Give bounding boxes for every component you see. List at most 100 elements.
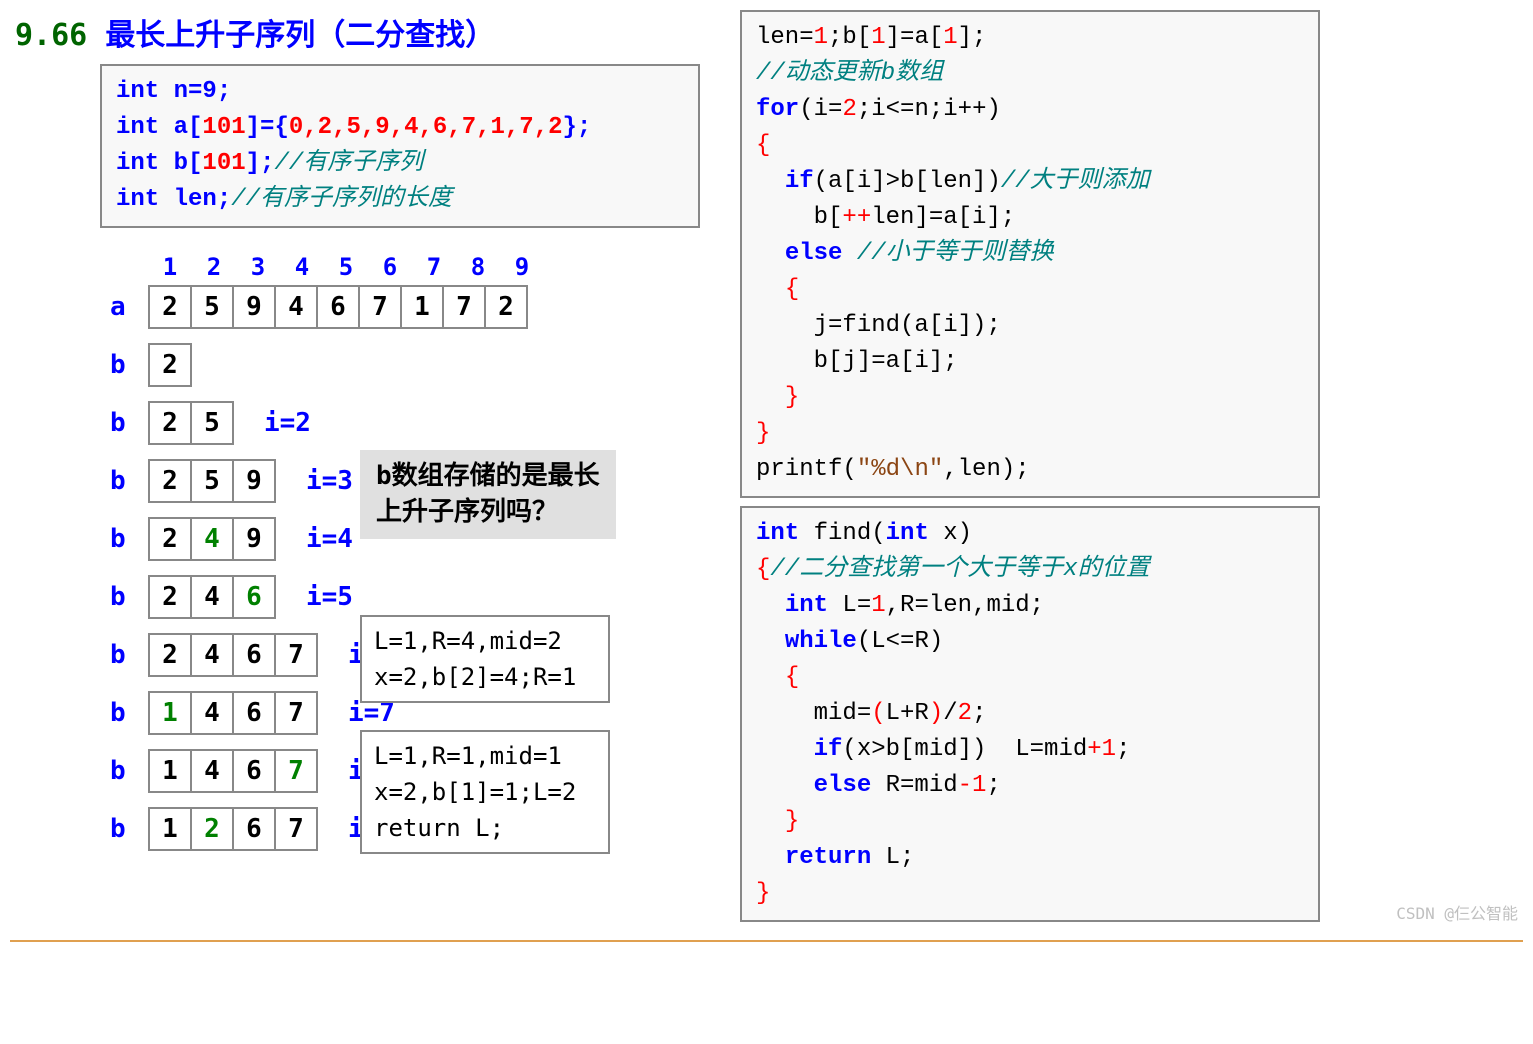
cell: 9 (232, 459, 276, 503)
main-container: 9.66 最长上升子序列（二分查找） int n=9; int a[101]={… (10, 10, 1523, 922)
row-label: b (110, 350, 138, 380)
row-label: b (110, 698, 138, 728)
cell: 6 (232, 633, 276, 677)
code-line: else R=mid-1; (756, 772, 1001, 799)
cell: 7 (442, 285, 486, 329)
col-index: 2 (192, 253, 236, 281)
cell: 2 (148, 517, 192, 561)
code-line: int a[101]={0,2,5,9,4,6,7,1,7,2}; (116, 114, 591, 141)
trace-header: 123456789 (148, 253, 720, 281)
cell: 6 (316, 285, 360, 329)
cells: 259 (148, 459, 276, 503)
cell: 9 (232, 517, 276, 561)
row-label: b (110, 408, 138, 438)
code-line: {//二分查找第一个大于等于x的位置 (756, 556, 1150, 583)
code-line: mid=(L+R)/2; (756, 700, 986, 727)
i-label: i=5 (306, 582, 353, 612)
col-index: 9 (500, 253, 544, 281)
cell: 7 (358, 285, 402, 329)
col-index: 7 (412, 253, 456, 281)
left-column: 9.66 最长上升子序列（二分查找） int n=9; int a[101]={… (10, 10, 720, 922)
trace-row: b2 (110, 343, 720, 387)
cell: 2 (190, 807, 234, 851)
cell: 9 (232, 285, 276, 329)
cell: 2 (148, 343, 192, 387)
cell: 2 (148, 633, 192, 677)
col-index: 8 (456, 253, 500, 281)
cells: 249 (148, 517, 276, 561)
row-label: b (110, 582, 138, 612)
title-number: 9.66 (15, 18, 87, 53)
code-line: if(a[i]>b[len])//大于则添加 (756, 168, 1150, 195)
cell: 5 (190, 285, 234, 329)
declarations-code: int n=9; int a[101]={0,2,5,9,4,6,7,1,7,2… (100, 64, 700, 228)
cell: 2 (484, 285, 528, 329)
code-line: int b[101];//有序子序列 (116, 150, 423, 177)
bottom-rule (10, 940, 1523, 942)
code-line: while(L<=R) (756, 628, 943, 655)
row-label: b (110, 466, 138, 496)
i-label: i=4 (306, 524, 353, 554)
code-line: for(i=2;i<=n;i++) (756, 96, 1001, 123)
trace-row: b246i=5 (110, 575, 720, 619)
code-line: b[j]=a[i]; (756, 348, 958, 375)
cells: 246 (148, 575, 276, 619)
code-line: int len;//有序子序列的长度 (116, 186, 452, 213)
col-index: 3 (236, 253, 280, 281)
cell: 6 (232, 807, 276, 851)
cell: 2 (148, 285, 192, 329)
cell: 5 (190, 459, 234, 503)
cell: 4 (190, 691, 234, 735)
cells: 2467 (148, 633, 318, 677)
main-loop-code: len=1;b[1]=a[1]; //动态更新b数组 for(i=2;i<=n;… (740, 10, 1320, 498)
code-line: j=find(a[i]); (756, 312, 1001, 339)
code-line: int L=1,R=len,mid; (756, 592, 1044, 619)
trace-row: b25i=2 (110, 401, 720, 445)
cells: 259467172 (148, 285, 528, 329)
row-label: b (110, 640, 138, 670)
page-title: 9.66 最长上升子序列（二分查找） (15, 10, 720, 54)
cell: 1 (148, 807, 192, 851)
cell: 1 (148, 691, 192, 735)
cells: 2 (148, 343, 192, 387)
question-note: b数组存储的是最长 上升子序列吗？ (360, 450, 616, 539)
cell: 2 (148, 575, 192, 619)
cell: 7 (274, 749, 318, 793)
cells: 1467 (148, 691, 318, 735)
row-label: a (110, 292, 138, 322)
cell: 7 (274, 633, 318, 677)
cells: 1267 (148, 807, 318, 851)
cell: 2 (148, 459, 192, 503)
col-index: 1 (148, 253, 192, 281)
i-label: i=3 (306, 466, 353, 496)
watermark: CSDN @仨公智能 (1396, 900, 1518, 924)
trace-calc-2: L=1,R=1,mid=1 x=2,b[1]=1;L=2 return L; (360, 730, 610, 854)
cell: 7 (274, 807, 318, 851)
cell: 7 (274, 691, 318, 735)
code-line: printf("%d\n",len); (756, 456, 1030, 483)
cell: 5 (190, 401, 234, 445)
cell: 4 (274, 285, 318, 329)
cell: 6 (232, 691, 276, 735)
cells: 1467 (148, 749, 318, 793)
cell: 4 (190, 575, 234, 619)
code-line: else //小于等于则替换 (756, 240, 1054, 267)
cell: 4 (190, 517, 234, 561)
col-index: 4 (280, 253, 324, 281)
code-line: b[++len]=a[i]; (756, 204, 1015, 231)
cells: 25 (148, 401, 234, 445)
cell: 2 (148, 401, 192, 445)
code-line: if(x>b[mid]) L=mid+1; (756, 736, 1130, 763)
trace-row: a 259467172 (110, 285, 720, 329)
row-label: b (110, 756, 138, 786)
col-index: 5 (324, 253, 368, 281)
i-label: i=2 (264, 408, 311, 438)
cell: 4 (190, 633, 234, 677)
cell: 6 (232, 749, 276, 793)
right-column: len=1;b[1]=a[1]; //动态更新b数组 for(i=2;i<=n;… (740, 10, 1320, 922)
cell: 6 (232, 575, 276, 619)
trace-calc-1: L=1,R=4,mid=2 x=2,b[2]=4;R=1 (360, 615, 610, 703)
cell: 1 (148, 749, 192, 793)
code-line: int find(int x) (756, 520, 972, 547)
code-line: return L; (756, 844, 914, 871)
